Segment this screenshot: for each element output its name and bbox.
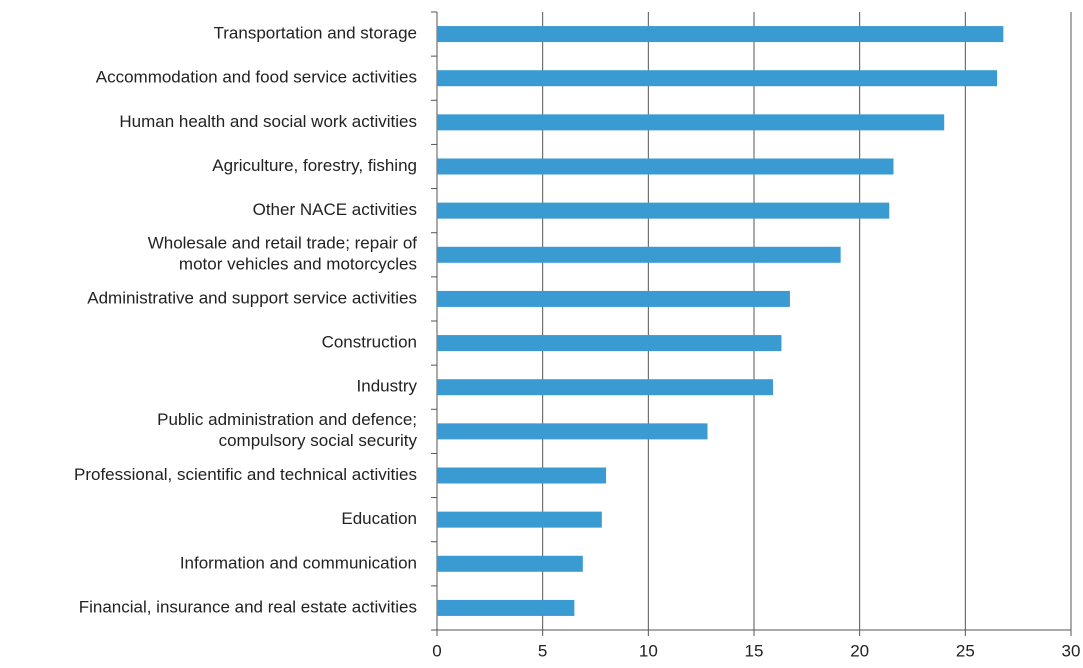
y-tick-label: Agriculture, forestry, fishing	[212, 156, 417, 175]
y-tick-label: Education	[341, 509, 417, 528]
bar	[437, 335, 782, 352]
y-tick-label: Wholesale and retail trade; repair of mot…	[148, 234, 418, 274]
bar	[437, 379, 774, 396]
bar	[437, 26, 1004, 43]
bar	[437, 290, 790, 307]
bar	[437, 599, 575, 616]
y-tick-label: Other NACE activities	[253, 200, 417, 219]
y-tick-label: Accommodation and food service activitie…	[96, 68, 417, 87]
x-tick-label: 10	[639, 641, 658, 660]
x-tick-label: 5	[538, 641, 547, 660]
y-tick-label: Industry	[357, 377, 418, 396]
bar	[437, 158, 894, 175]
bar	[437, 114, 945, 131]
x-tick-label: 0	[432, 641, 441, 660]
y-tick-label: Information and communication	[180, 553, 417, 572]
y-tick-label: Construction	[322, 333, 417, 352]
y-tick-label-line: Wholesale and retail trade; repair of	[148, 234, 418, 253]
y-tick-label: Financial, insurance and real estate act…	[79, 597, 417, 616]
y-tick-label-line: compulsory social security	[219, 431, 418, 450]
y-tick-label-line: Public administration and defence;	[157, 410, 417, 429]
bar	[437, 202, 890, 219]
x-tick-label: 15	[745, 641, 764, 660]
bar	[437, 246, 841, 263]
x-tick-label: 25	[956, 641, 975, 660]
y-tick-label: Public administration and defence; compul…	[157, 410, 417, 450]
x-tick-label: 20	[850, 641, 869, 660]
x-tick-label: 30	[1062, 641, 1081, 660]
bar	[437, 555, 583, 572]
bar	[437, 511, 602, 528]
bar	[437, 423, 708, 440]
y-tick-label-line: motor vehicles and motorcycles	[179, 255, 417, 274]
y-tick-label: Professional, scientific and technical a…	[74, 465, 417, 484]
y-tick-label: Transportation and storage	[214, 24, 418, 43]
bar	[437, 467, 607, 484]
y-tick-label: Administrative and support service activ…	[87, 288, 417, 307]
bar	[437, 70, 998, 87]
y-tick-label: Human health and social work activities	[119, 112, 417, 131]
